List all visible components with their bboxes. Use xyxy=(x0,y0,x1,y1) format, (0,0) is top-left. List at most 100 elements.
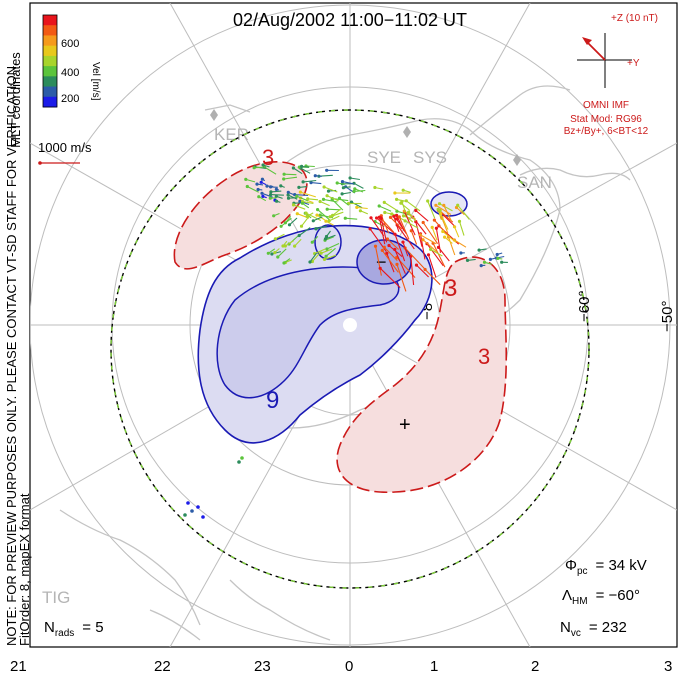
velocity-vector-origin xyxy=(293,244,297,248)
velocity-vector xyxy=(457,204,470,220)
velocity-vector-origin xyxy=(438,208,442,212)
velocity-vector xyxy=(435,204,452,215)
velocity-vector xyxy=(305,212,322,221)
velocity-vector xyxy=(315,226,326,230)
velocity-vector-origin xyxy=(311,219,315,223)
velocity-vector-origin xyxy=(387,243,391,248)
velocity-vector xyxy=(422,239,438,253)
station-label-san: SAN xyxy=(517,173,552,192)
velocity-vector-origin xyxy=(295,194,299,198)
velocity-vector-origin xyxy=(340,192,344,196)
colorbar-tick-400: 400 xyxy=(61,67,79,79)
velocity-vector xyxy=(314,248,326,255)
velocity-vector-origin xyxy=(349,200,354,204)
contour-label-nine: 9 xyxy=(266,387,279,414)
velocity-vector xyxy=(356,206,368,210)
velocity-vector-origin xyxy=(377,204,381,208)
velocity-vector xyxy=(326,242,340,250)
velocity-vector-origin xyxy=(373,185,377,190)
velocity-vector-origin xyxy=(348,176,352,180)
velocity-vector-origin xyxy=(291,203,296,207)
velocity-vector-origin xyxy=(434,226,438,230)
velocity-vector-origin xyxy=(318,199,322,204)
potential-min-marker: − xyxy=(376,252,387,272)
velocity-vector-origin xyxy=(401,240,405,244)
velocity-vector-origin xyxy=(260,177,264,181)
velocity-vector xyxy=(396,224,415,250)
velocity-vector-origin xyxy=(299,224,304,228)
velocity-vector-origin xyxy=(496,256,500,260)
velocity-vector-origin xyxy=(404,199,408,203)
velocity-vector xyxy=(296,195,309,202)
colorbar-swatch xyxy=(43,15,57,26)
velocity-vector xyxy=(401,201,406,213)
velocity-vector-origin xyxy=(301,180,305,184)
velocity-vector-origin xyxy=(268,196,272,200)
velocity-vector-origin xyxy=(269,193,273,197)
mlt-label-23: 23 xyxy=(254,658,271,674)
velocity-vector-origin xyxy=(325,247,329,251)
velocity-vector xyxy=(328,215,340,222)
velocity-vector-origin xyxy=(429,247,433,251)
mlt-label-3: 3 xyxy=(664,658,672,674)
velocity-vector xyxy=(444,236,453,244)
velocity-vector xyxy=(275,233,285,240)
velocity-vector-origin xyxy=(286,196,291,200)
velocity-vector xyxy=(345,217,358,220)
lambda-hm-readout: ΛHM = −60° xyxy=(562,587,640,607)
velocity-vector-origin xyxy=(331,213,335,217)
velocity-vector-origin xyxy=(378,266,382,270)
velocity-vector xyxy=(447,236,456,256)
velocity-vector-origin xyxy=(352,189,356,193)
velocity-vector-origin xyxy=(403,219,407,223)
velocity-vector-origin xyxy=(382,200,386,204)
velocity-vector-origin xyxy=(441,229,445,234)
colorbar-swatch xyxy=(43,66,57,77)
colorbar-border xyxy=(42,14,58,108)
velocity-vector-origin xyxy=(327,219,331,223)
velocity-vector xyxy=(394,249,406,274)
velocity-vector xyxy=(430,248,443,257)
velocity-vector-origin xyxy=(394,217,399,221)
velocity-vector-origin xyxy=(407,210,411,214)
map-title: 02/Aug/2002 11:00−11:02 UT xyxy=(233,10,467,30)
velocity-vector xyxy=(313,216,323,222)
velocity-vector-origin xyxy=(306,197,310,201)
velocity-vector-origin xyxy=(265,184,269,188)
colorbar-label: Vel [m/s] xyxy=(90,62,101,101)
station-markers xyxy=(210,109,521,166)
velocity-vector xyxy=(432,243,446,268)
velocity-vector xyxy=(293,167,303,175)
velocity-vector-origin xyxy=(385,237,389,241)
velocity-vector-origin xyxy=(383,210,387,215)
imf-source: OMNI IMF xyxy=(583,100,629,111)
phi-pc-readout: Φpc = 34 kV xyxy=(565,557,647,577)
velocity-vector xyxy=(380,217,388,243)
velocity-vector-origin xyxy=(337,196,342,200)
velocity-vector xyxy=(420,234,437,245)
velocity-vector-origin xyxy=(324,234,329,239)
velocity-vector-origin xyxy=(323,237,328,241)
lat-label-minus50: −50° xyxy=(659,301,676,332)
velocity-vector xyxy=(339,197,350,206)
velocity-vector xyxy=(458,221,465,236)
velocity-vector-origin xyxy=(183,513,187,517)
station-label-ker: KER xyxy=(214,125,249,144)
colorbar-swatch xyxy=(43,76,57,88)
colorbar-swatch xyxy=(43,55,57,67)
velocity-vector-origin xyxy=(322,185,326,189)
velocity-vector-origin xyxy=(358,209,362,213)
velocity-vector xyxy=(320,248,333,254)
velocity-vector xyxy=(332,208,342,216)
colorbar-swatch xyxy=(43,86,57,98)
positive-potential-cell-dawn xyxy=(336,256,508,493)
velocity-vector-origin xyxy=(434,203,438,207)
velocity-vector-origin xyxy=(324,219,328,223)
velocity-vector xyxy=(327,208,341,211)
velocity-vector xyxy=(404,247,426,270)
velocity-vector xyxy=(264,166,277,175)
velocity-vector xyxy=(443,205,452,222)
velocity-vector-origin xyxy=(300,164,304,168)
velocity-vector-origin xyxy=(304,211,308,215)
negative-contour-inner xyxy=(216,266,400,399)
